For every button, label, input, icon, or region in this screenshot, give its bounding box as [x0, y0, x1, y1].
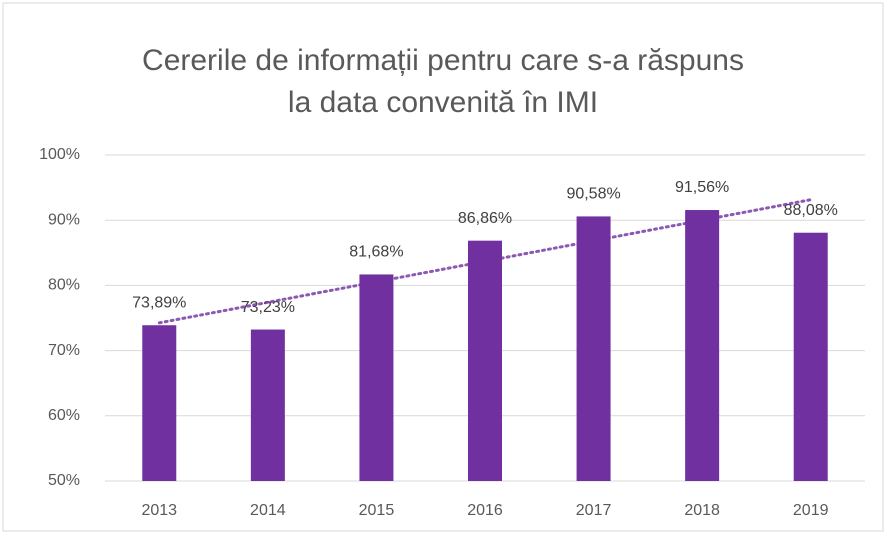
x-tick-label: 2017: [576, 502, 612, 519]
trendline: [157, 198, 813, 325]
x-tick-label: 2013: [141, 502, 177, 519]
bar: [142, 325, 177, 481]
chart-title: la data convenită în IMI: [288, 86, 598, 119]
x-tick-label: 2016: [467, 502, 503, 519]
value-label: 73,89%: [132, 294, 186, 311]
chart-title: Cererile de informații pentru care s-a r…: [142, 44, 744, 77]
value-label: 91,56%: [675, 179, 729, 196]
bar: [359, 274, 394, 481]
value-label: 73,23%: [241, 299, 295, 316]
y-tick-label: 60%: [48, 407, 80, 424]
y-tick-label: 100%: [39, 146, 80, 163]
y-tick-label: 80%: [48, 277, 80, 294]
y-tick-label: 50%: [48, 472, 80, 489]
bar: [685, 210, 720, 481]
bar: [250, 329, 285, 481]
x-tick-label: 2018: [684, 502, 720, 519]
value-label: 88,08%: [784, 202, 838, 219]
x-tick-label: 2019: [793, 502, 829, 519]
y-tick-label: 70%: [48, 342, 80, 359]
bar: [468, 240, 502, 481]
bar: [793, 232, 828, 481]
value-label: 81,68%: [349, 244, 403, 261]
value-label: 90,58%: [566, 186, 620, 203]
x-tick-label: 2014: [250, 502, 286, 519]
value-label: 86,86%: [458, 210, 512, 227]
x-tick-label: 2015: [359, 502, 395, 519]
bar: [576, 216, 611, 481]
y-tick-label: 90%: [48, 211, 80, 228]
